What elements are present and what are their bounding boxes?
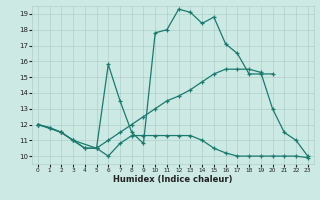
X-axis label: Humidex (Indice chaleur): Humidex (Indice chaleur) <box>113 175 233 184</box>
